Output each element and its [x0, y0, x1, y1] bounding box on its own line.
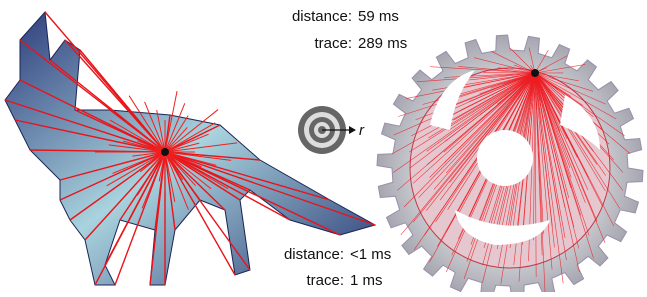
gear-distance-value: 59 ms: [358, 8, 399, 25]
distance-icon: r: [298, 106, 365, 154]
fox-distance-value: <1 ms: [350, 246, 391, 263]
gear-distance-key: distance:: [292, 8, 352, 25]
fox-distance-key: distance:: [284, 246, 344, 263]
fox-trace-key: trace:: [306, 272, 344, 289]
fox-source-point: [161, 148, 169, 156]
gear-source-point: [531, 69, 539, 77]
gear-hole: [477, 130, 533, 186]
gear-render: [377, 35, 643, 292]
figure: r distance: 59 ms trace: 289 ms distance…: [0, 0, 647, 292]
radius-symbol: r: [359, 122, 365, 139]
gear-trace-value: 289 ms: [358, 35, 407, 52]
fox-trace-value: 1 ms: [350, 272, 383, 289]
gear-trace-key: trace:: [314, 35, 352, 52]
